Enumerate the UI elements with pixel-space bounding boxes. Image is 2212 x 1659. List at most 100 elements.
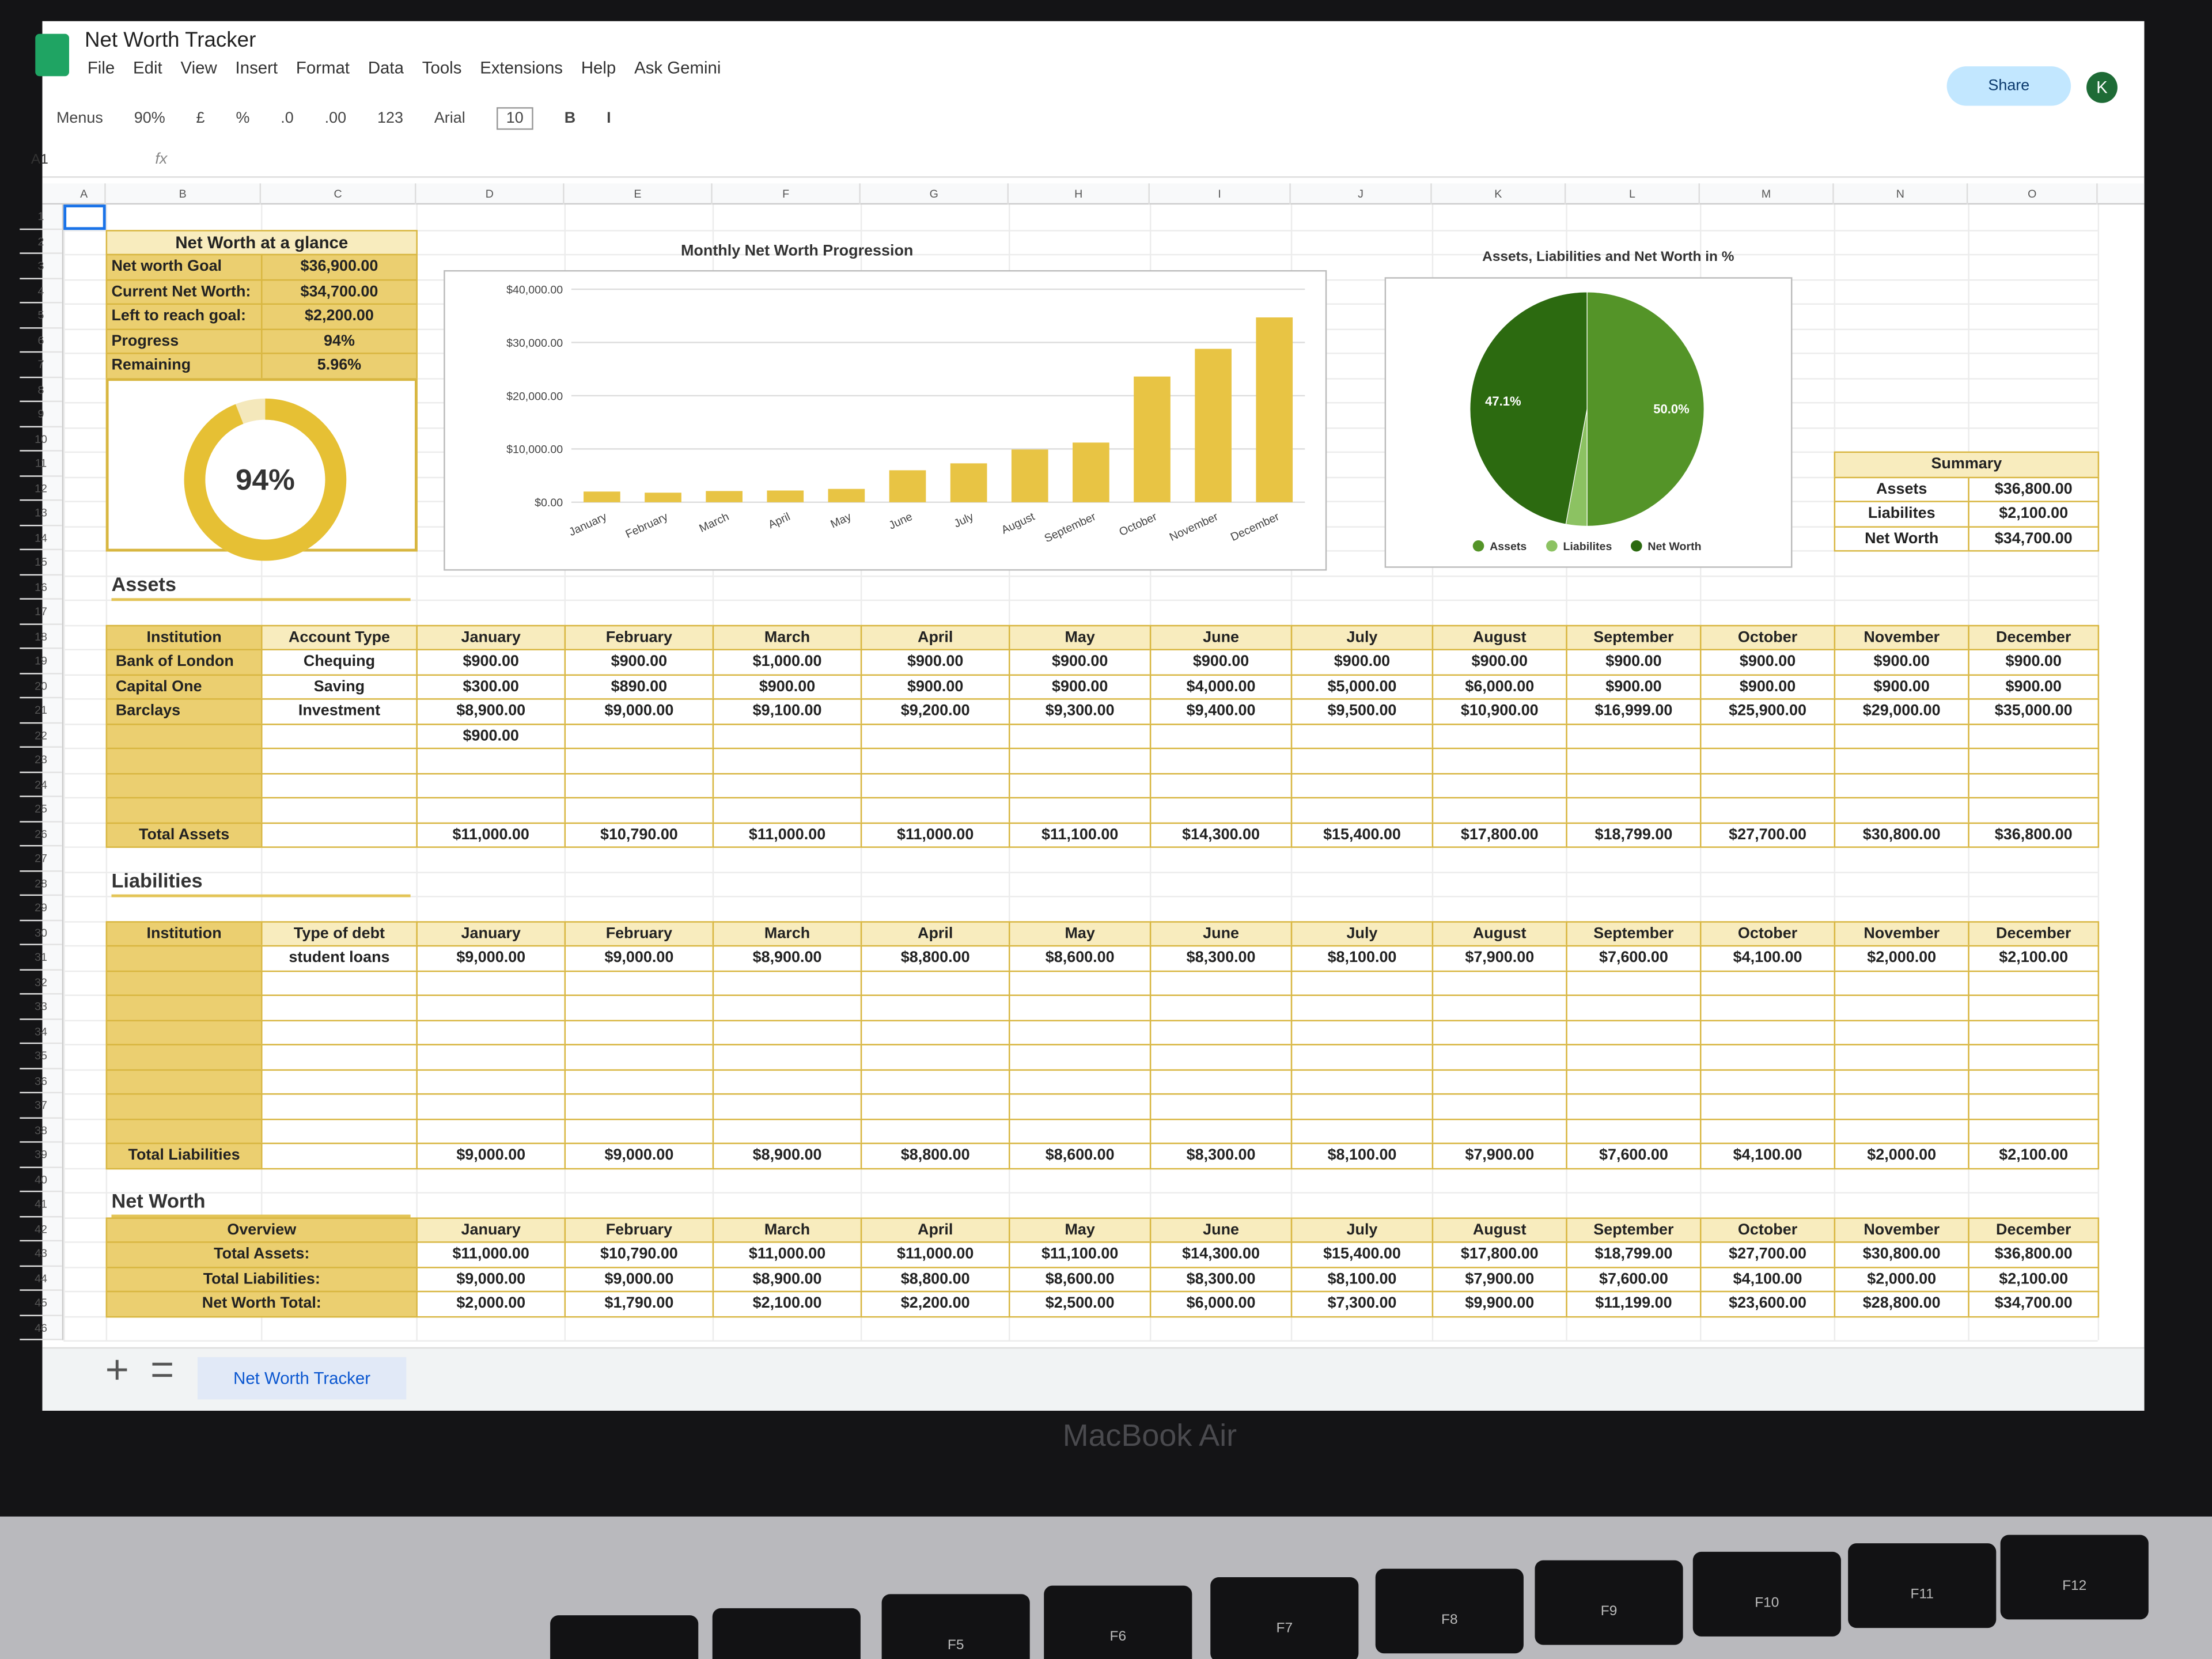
cell: 94% bbox=[261, 328, 418, 354]
cell bbox=[712, 1044, 862, 1070]
cell bbox=[564, 994, 714, 1021]
cell bbox=[416, 772, 566, 799]
cell: Total Liabilities: bbox=[105, 1266, 418, 1293]
toolbar-item[interactable]: £ bbox=[196, 110, 205, 127]
cell bbox=[416, 1093, 566, 1120]
cell bbox=[1290, 1019, 1434, 1046]
cell: $8,300.00 bbox=[1149, 945, 1293, 972]
toolbar-item[interactable]: .00 bbox=[324, 110, 347, 127]
cell bbox=[1009, 1044, 1152, 1070]
toolbar-item[interactable]: .0 bbox=[281, 110, 294, 127]
cell: June bbox=[1149, 624, 1293, 650]
cell: $36,900.00 bbox=[261, 253, 418, 281]
row-header: 30 bbox=[20, 921, 62, 945]
cell: Total Assets: bbox=[105, 1241, 418, 1268]
cell: July bbox=[1290, 920, 1434, 947]
row-header: 25 bbox=[20, 797, 62, 822]
toolbar-item[interactable]: Menus bbox=[56, 110, 103, 127]
menu-item[interactable]: Edit bbox=[133, 58, 162, 78]
menu-item[interactable]: Extensions bbox=[480, 58, 563, 78]
row-header: 18 bbox=[20, 624, 62, 649]
menu-item[interactable]: Format bbox=[296, 58, 350, 78]
cell bbox=[1290, 1093, 1434, 1120]
cell bbox=[1834, 1069, 1969, 1095]
toolbar-item[interactable]: 123 bbox=[377, 110, 403, 127]
cell: $900.00 bbox=[416, 723, 566, 749]
row-header: 10 bbox=[20, 427, 62, 452]
cell bbox=[1700, 1019, 1836, 1046]
cell: $9,200.00 bbox=[860, 698, 1010, 725]
cell bbox=[1431, 1118, 1567, 1145]
cell bbox=[1431, 772, 1567, 799]
cell: Institution bbox=[105, 920, 263, 947]
menu-item[interactable]: View bbox=[180, 58, 217, 78]
cell: May bbox=[1009, 624, 1152, 650]
cell bbox=[1290, 797, 1434, 823]
menu-item[interactable]: Tools bbox=[422, 58, 462, 78]
cell bbox=[860, 723, 1010, 749]
cell: $7,600.00 bbox=[1566, 945, 1702, 972]
cell: October bbox=[1700, 624, 1836, 650]
cell bbox=[860, 1069, 1010, 1095]
row-header: 28 bbox=[20, 871, 62, 896]
cell bbox=[1968, 1093, 2100, 1120]
cell: $900.00 bbox=[860, 649, 1010, 675]
cell bbox=[416, 1118, 566, 1145]
cell bbox=[1834, 969, 1969, 996]
row-header: 4 bbox=[20, 279, 62, 304]
cell bbox=[1834, 797, 1969, 823]
cell: January bbox=[416, 920, 566, 947]
cell bbox=[1566, 1069, 1702, 1095]
cell: $8,300.00 bbox=[1149, 1142, 1293, 1169]
cell: Current Net Worth: bbox=[105, 278, 263, 305]
cell bbox=[1566, 797, 1702, 823]
cell bbox=[1566, 772, 1702, 799]
cell bbox=[564, 1118, 714, 1145]
column-header: L bbox=[1566, 183, 1700, 205]
cell: June bbox=[1149, 1217, 1293, 1243]
menu-bar: File Edit View Insert Format Data Tools Extensi… bbox=[88, 58, 721, 77]
cell: $8,900.00 bbox=[416, 698, 566, 725]
cell bbox=[1834, 772, 1969, 799]
toolbar-item[interactable]: Arial bbox=[434, 110, 465, 127]
menu-item[interactable]: Help bbox=[581, 58, 616, 78]
cell: $11,100.00 bbox=[1009, 821, 1152, 848]
cell: $900.00 bbox=[1700, 673, 1836, 700]
cell: $900.00 bbox=[1009, 673, 1152, 700]
menu-item[interactable]: Ask Gemini bbox=[634, 58, 721, 78]
cell: $1,000.00 bbox=[712, 649, 862, 675]
toolbar-item[interactable]: % bbox=[236, 110, 250, 127]
avatar[interactable]: K bbox=[2086, 71, 2118, 103]
cell: $36,800.00 bbox=[1968, 1241, 2100, 1268]
cell: $8,800.00 bbox=[860, 1142, 1010, 1169]
cell: September bbox=[1566, 624, 1702, 650]
row-header: 16 bbox=[20, 575, 62, 600]
cell: Account Type bbox=[261, 624, 418, 650]
menu-item[interactable]: Data bbox=[368, 58, 404, 78]
cell bbox=[1009, 1069, 1152, 1095]
cell bbox=[1968, 723, 2100, 749]
cell bbox=[1834, 1044, 1969, 1070]
cell bbox=[105, 945, 263, 972]
cell: Total Assets bbox=[105, 821, 263, 848]
cell bbox=[261, 772, 418, 799]
cell: $8,600.00 bbox=[1009, 1142, 1152, 1169]
cell: $18,799.00 bbox=[1566, 1241, 1702, 1268]
menu-item[interactable]: Insert bbox=[235, 58, 278, 78]
column-header: M bbox=[1700, 183, 1834, 205]
toolbar-item[interactable]: 10 bbox=[496, 107, 533, 130]
cell: $2,000.00 bbox=[1834, 1142, 1969, 1169]
toolbar-item[interactable]: B bbox=[564, 110, 576, 127]
cell: $9,000.00 bbox=[564, 698, 714, 725]
cell: $2,500.00 bbox=[1009, 1290, 1152, 1317]
cell: $11,100.00 bbox=[1009, 1241, 1152, 1268]
cell: $34,700.00 bbox=[261, 278, 418, 305]
menu-item[interactable]: File bbox=[87, 58, 115, 78]
sheet-tab[interactable]: Net Worth Tracker bbox=[197, 1357, 407, 1400]
row-header: 14 bbox=[20, 525, 62, 551]
toolbar-item[interactable]: I bbox=[607, 110, 611, 127]
toolbar-item[interactable]: 90% bbox=[134, 110, 165, 127]
cell bbox=[1968, 1118, 2100, 1145]
share-button[interactable]: Share bbox=[1946, 66, 2071, 106]
